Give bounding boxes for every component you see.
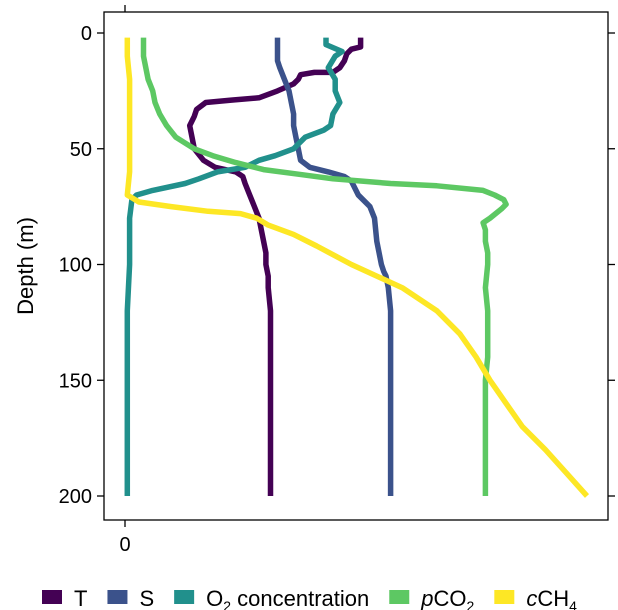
y-tick-label: 150	[59, 370, 92, 392]
series-line-S	[274, 37, 394, 496]
series-line-T	[186, 37, 364, 496]
legend-label-pCO2: pCO2	[420, 586, 474, 610]
legend-label-T: T	[74, 586, 87, 610]
legend-swatch-pCO2	[389, 590, 410, 604]
legend-label-O2: O2 concentration	[206, 586, 369, 610]
legend-swatch-O2	[174, 590, 195, 604]
y-axis-title: Depth (m)	[13, 217, 38, 315]
axis-layer: 0 50 100 150 200 0	[59, 5, 615, 556]
series-line-cCH4	[124, 37, 590, 498]
y-tick-label: 0	[81, 23, 92, 45]
legend-swatch-cCH4	[494, 590, 515, 604]
x-tick-label: 0	[119, 534, 130, 556]
series-layer	[124, 37, 590, 498]
y-tick-label: 50	[70, 139, 92, 161]
legend: T S O2 concentration pCO2 cCH4	[42, 586, 577, 610]
y-tick-label: 100	[59, 255, 92, 277]
y-tick-label: 200	[59, 486, 92, 508]
series-line-pCO2	[140, 37, 509, 496]
legend-swatch-S	[107, 590, 128, 604]
legend-label-S: S	[139, 586, 154, 610]
plot-frame	[103, 11, 609, 521]
series-line-O2	[124, 37, 345, 496]
legend-label-cCH4: cCH4	[526, 586, 577, 610]
legend-swatch-T	[42, 590, 62, 604]
